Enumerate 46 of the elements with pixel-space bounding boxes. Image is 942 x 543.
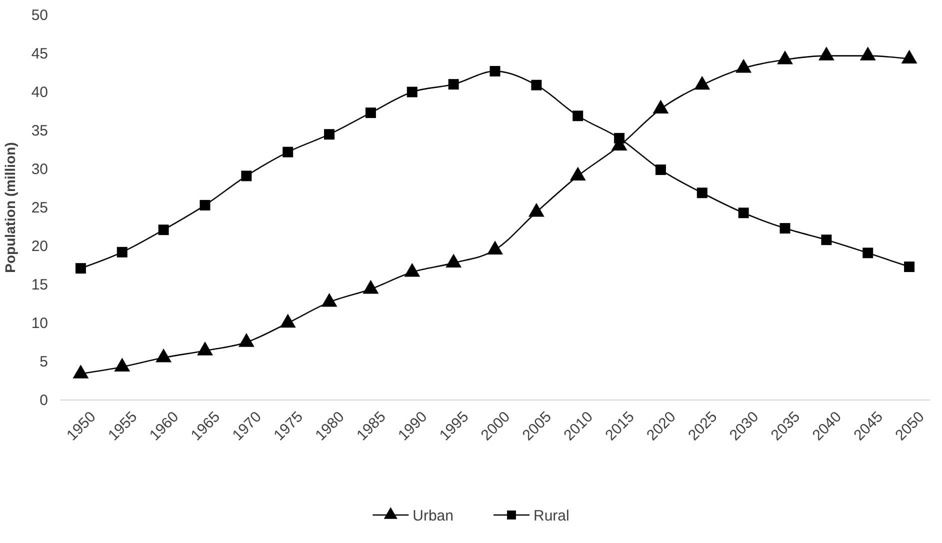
point xyxy=(158,224,169,236)
y-tick-label: 25 xyxy=(31,199,48,216)
y-tick-label: 5 xyxy=(40,353,48,370)
point xyxy=(448,79,459,90)
point xyxy=(238,333,254,347)
point xyxy=(282,146,294,158)
y-tick-label: 45 xyxy=(31,45,48,62)
point xyxy=(365,108,376,118)
point xyxy=(696,188,708,198)
point xyxy=(446,254,462,268)
point xyxy=(655,164,666,176)
point xyxy=(821,234,832,246)
point xyxy=(862,248,874,258)
y-tick-label: 20 xyxy=(31,238,48,255)
point xyxy=(241,170,252,182)
point xyxy=(362,280,379,294)
point xyxy=(75,263,86,274)
point xyxy=(404,262,420,277)
point xyxy=(324,129,335,140)
y-axis-title: Population (million) xyxy=(2,142,18,273)
point xyxy=(156,348,172,362)
point xyxy=(114,358,130,372)
point xyxy=(487,240,503,254)
point xyxy=(200,200,210,210)
y-tick-label: 35 xyxy=(31,122,48,140)
y-tick-label: 15 xyxy=(31,276,48,294)
point xyxy=(904,262,915,272)
y-tick-label: 30 xyxy=(31,160,48,178)
y-tick-label: 40 xyxy=(31,84,48,101)
y-tick-label: 0 xyxy=(40,392,48,409)
point xyxy=(406,86,418,98)
legend-label: Urban xyxy=(412,507,454,524)
point xyxy=(197,342,213,356)
y-tick-label: 50 xyxy=(31,6,48,24)
point xyxy=(780,223,790,234)
point xyxy=(614,132,625,144)
point xyxy=(490,66,500,76)
point xyxy=(572,110,584,122)
point xyxy=(531,80,542,90)
point xyxy=(738,208,749,218)
point xyxy=(321,293,338,307)
point xyxy=(116,246,128,258)
y-tick-label: 10 xyxy=(31,314,48,332)
point xyxy=(72,364,89,378)
legend-label: Rural xyxy=(534,507,570,524)
point xyxy=(280,314,296,328)
